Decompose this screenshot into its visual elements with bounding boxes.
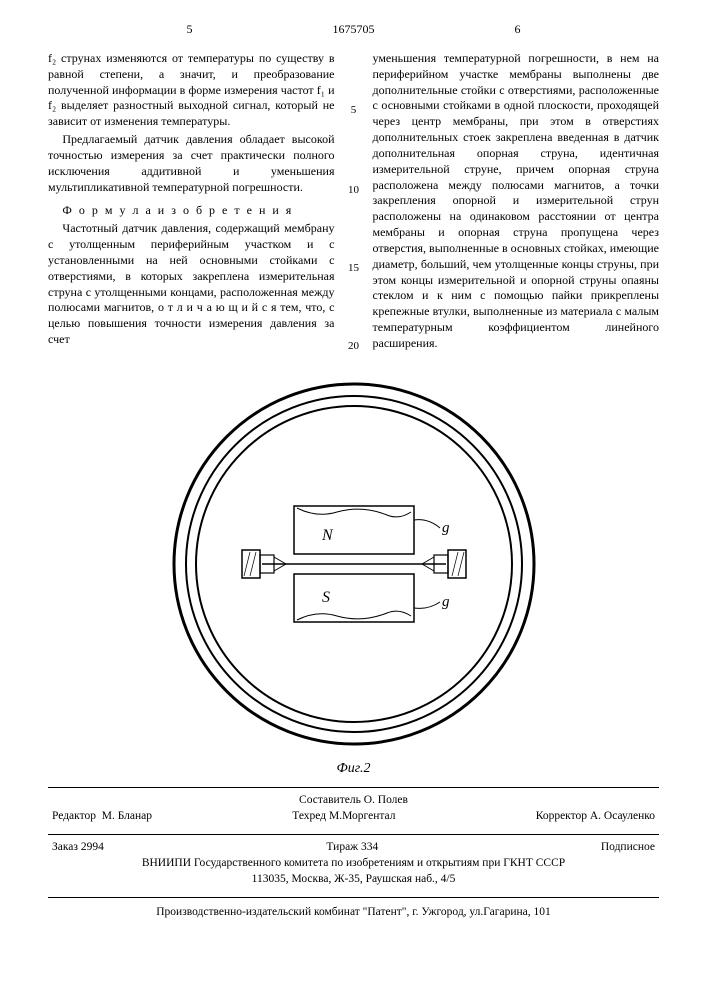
credits-block: Составитель О. Полев Редактор М. Бланар …	[48, 792, 659, 824]
corrector: Корректор А. Осауленко	[536, 808, 655, 824]
line-number: 10	[348, 183, 359, 198]
signed: Подписное	[601, 839, 655, 855]
order-row: Заказ 2994 Тираж 334 Подписное	[48, 839, 659, 855]
compiler-line: Составитель О. Полев	[48, 792, 659, 808]
line-number: 5	[351, 103, 357, 118]
page-number-right: 6	[515, 22, 521, 37]
figure-caption: Фиг.2	[48, 761, 659, 777]
right-para-1: уменьшения температурной погрешности, в …	[373, 51, 660, 352]
line-number: 15	[348, 261, 359, 276]
g-label-top: g	[442, 520, 450, 536]
magnet-label-n: N	[321, 527, 334, 544]
left-para-3: Частотный датчик давления, содержащий ме…	[48, 221, 335, 348]
page-number-left: 5	[187, 22, 193, 37]
editor-row: Редактор М. Бланар Техред М.Моргентал Ко…	[48, 808, 659, 824]
address: 113035, Москва, Ж-35, Раушская наб., 4/5	[48, 871, 659, 887]
organization: ВНИИПИ Государственного комитета по изоб…	[48, 855, 659, 871]
circulation: Тираж 334	[326, 839, 378, 855]
figure-2: N g S g	[48, 374, 659, 777]
formula-heading: Ф о р м у л а и з о б р е т е н и я	[48, 203, 335, 219]
order-block: Заказ 2994 Тираж 334 Подписное ВНИИПИ Го…	[48, 839, 659, 887]
divider	[48, 897, 659, 898]
column-right: уменьшения температурной погрешности, в …	[373, 51, 660, 354]
divider	[48, 834, 659, 835]
footer: Производственно-издательский комбинат "П…	[48, 906, 659, 918]
figure-2-svg: N g S g	[164, 374, 544, 754]
page-header: 5 1675705 6	[48, 22, 659, 37]
left-para-2: Предлагаемый датчик давления обладает вы…	[48, 132, 335, 195]
order: Заказ 2994	[52, 839, 104, 855]
line-number-gutter: 5 10 15 20	[345, 51, 363, 354]
left-para-1: f₂ струнах изменяются от температуры по …	[48, 51, 335, 130]
divider	[48, 787, 659, 788]
editor: Редактор М. Бланар	[52, 808, 152, 824]
techred: Техред М.Моргентал	[292, 808, 395, 824]
text-columns: f₂ струнах изменяются от температуры по …	[48, 51, 659, 354]
magnet-label-s: S	[322, 589, 330, 606]
column-left: f₂ струнах изменяются от температуры по …	[48, 51, 335, 354]
line-number: 20	[348, 339, 359, 354]
g-label-bottom: g	[442, 594, 450, 610]
patent-number: 1675705	[333, 22, 375, 37]
